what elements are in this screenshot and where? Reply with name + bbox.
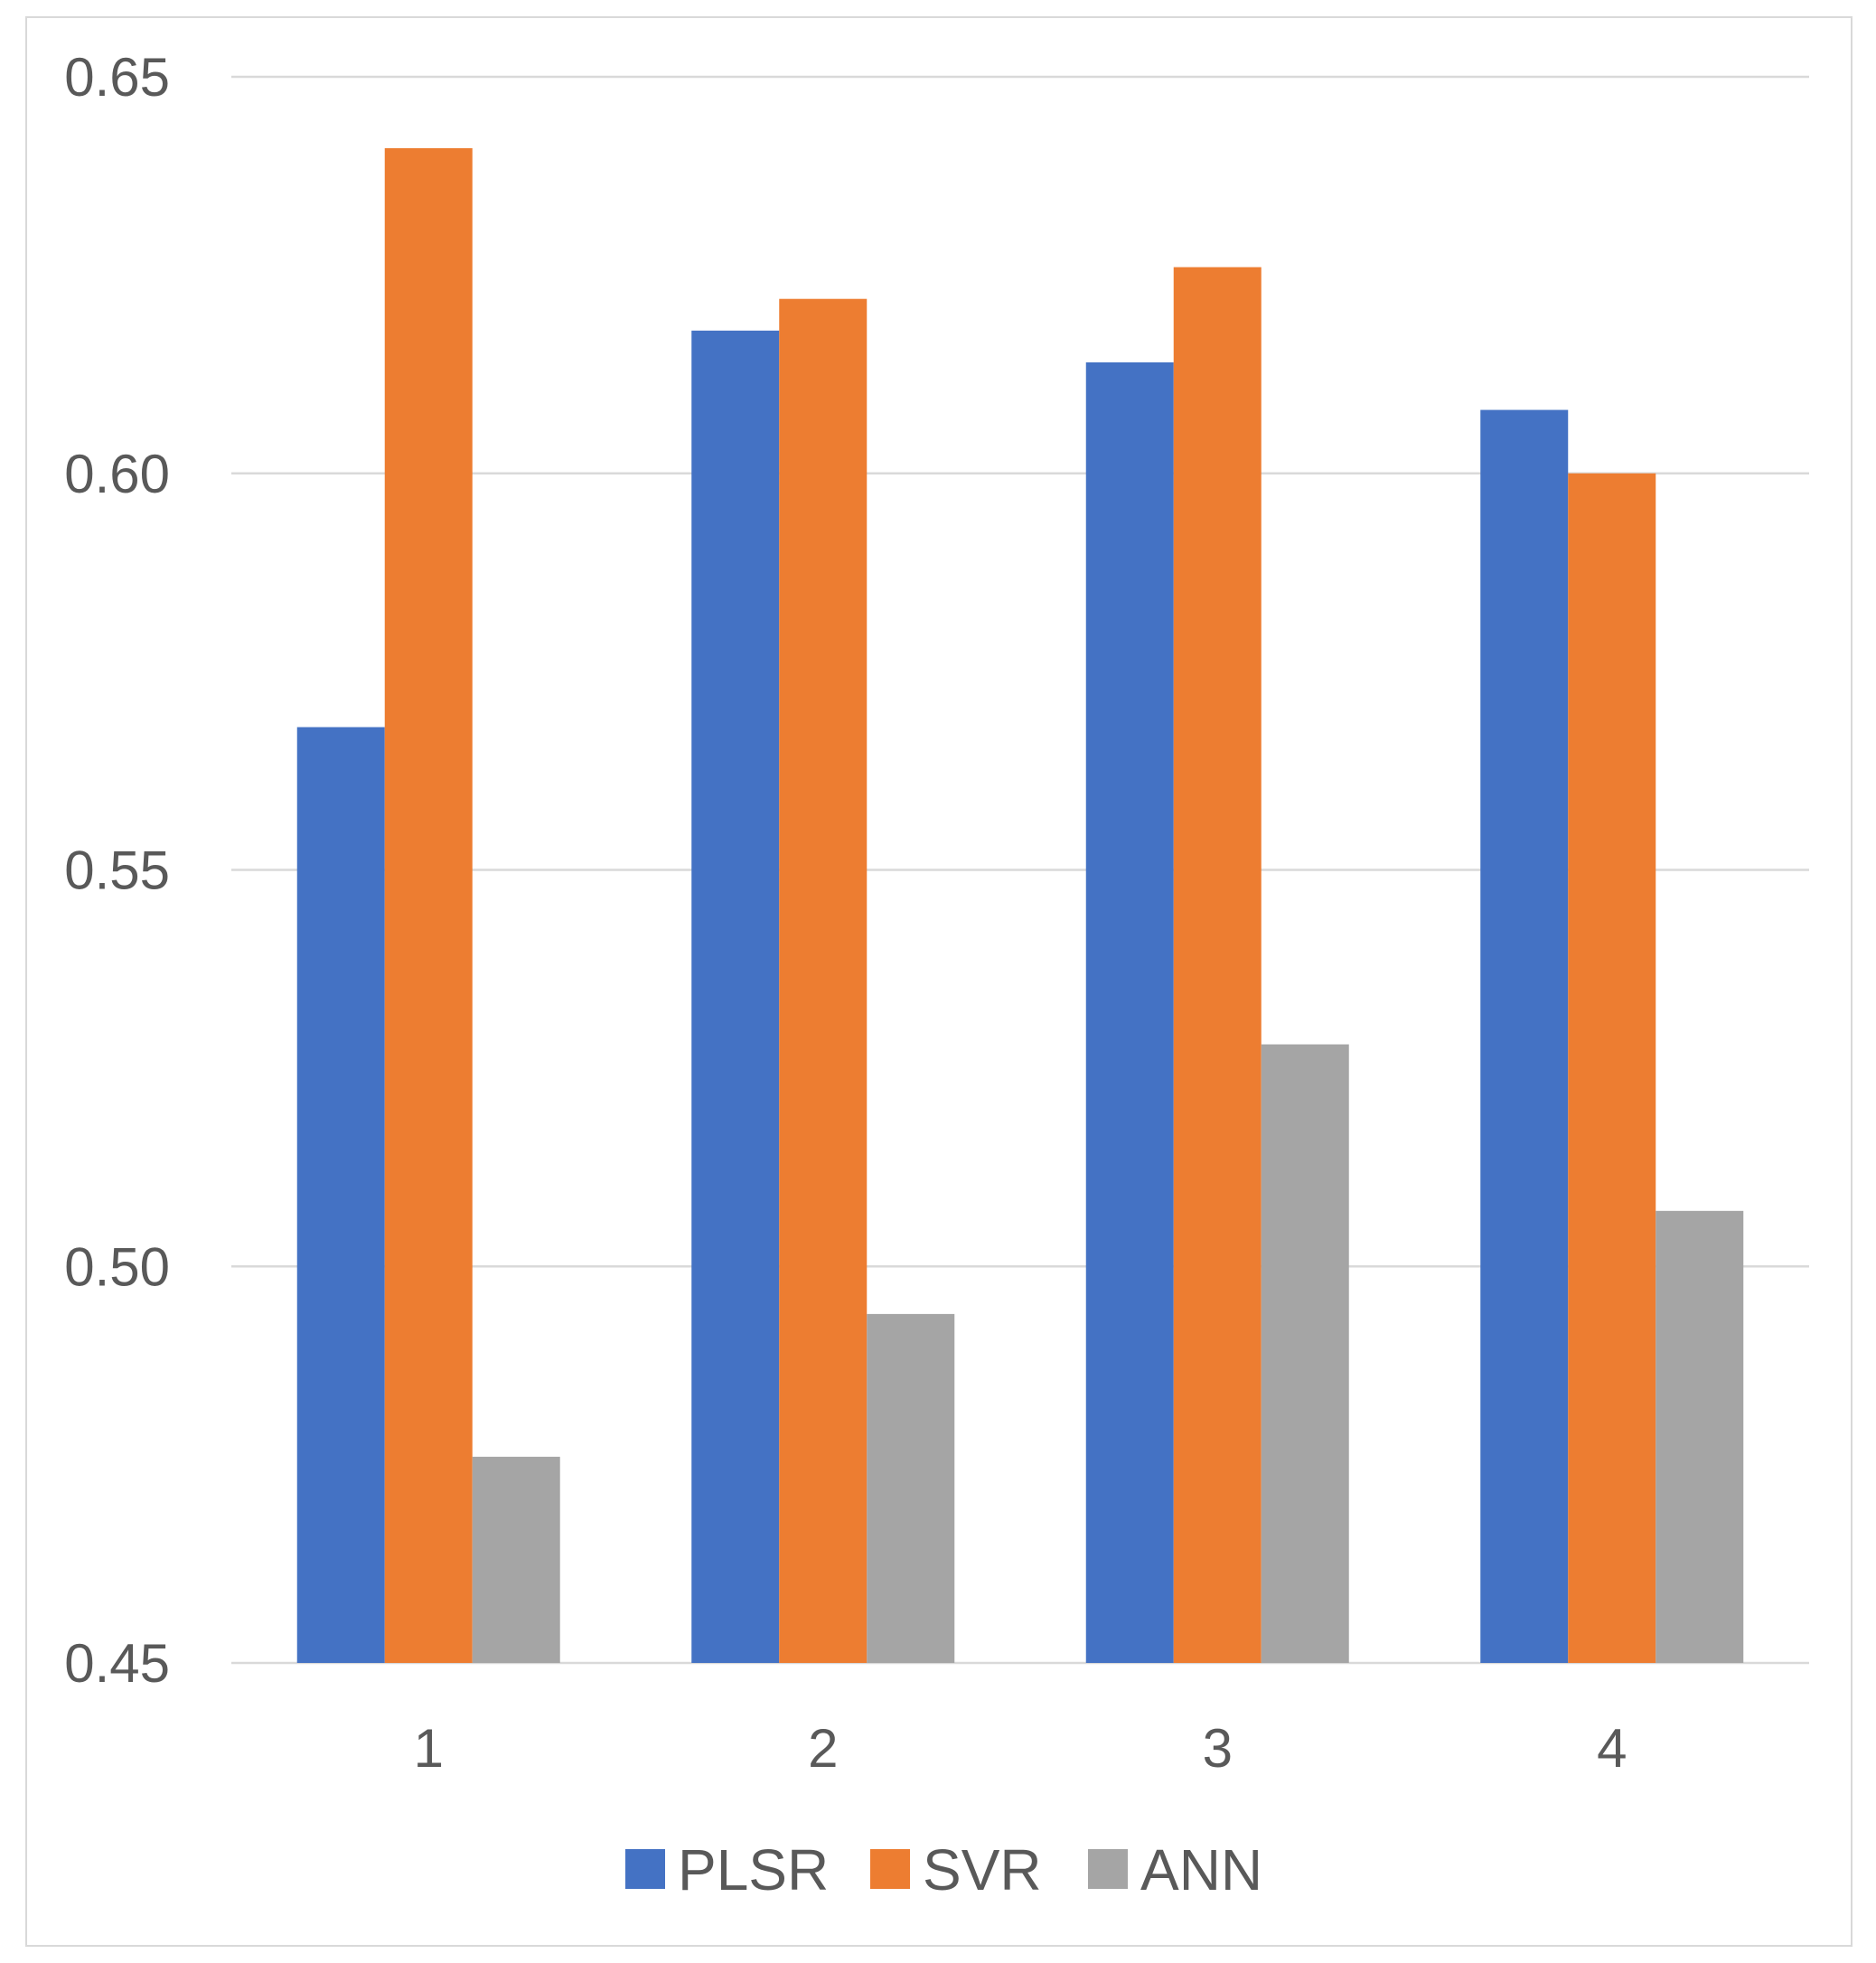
legend-swatch-plsr — [625, 1849, 665, 1889]
y-tick-label: 0.45 — [64, 1633, 170, 1694]
legend-label-svr: SVR — [923, 1837, 1042, 1902]
legend-swatch-ann — [1088, 1849, 1128, 1889]
y-tick-label: 0.50 — [64, 1236, 170, 1297]
legend-label-ann: ANN — [1140, 1837, 1262, 1902]
x-tick-label: 4 — [1597, 1718, 1627, 1779]
bar-plsr-3 — [1085, 362, 1174, 1663]
bar-svr-3 — [1173, 267, 1262, 1664]
bars — [296, 147, 1744, 1664]
bar-plsr-2 — [691, 330, 780, 1663]
x-tick-label: 1 — [414, 1718, 444, 1779]
bar-ann-4 — [1656, 1210, 1744, 1663]
y-tick-label: 0.60 — [64, 444, 170, 504]
bar-ann-2 — [867, 1313, 955, 1663]
bar-ann-1 — [472, 1456, 560, 1663]
legend: PLSR SVR ANN — [625, 1837, 1262, 1902]
x-tick-label: 3 — [1203, 1718, 1233, 1779]
legend-swatch-svr — [870, 1849, 910, 1889]
bar-svr-4 — [1568, 473, 1656, 1663]
bar-svr-1 — [384, 147, 473, 1664]
bar-plsr-4 — [1480, 409, 1569, 1663]
x-axis-ticks: 1 2 3 4 — [414, 1718, 1627, 1779]
bar-svr-2 — [779, 298, 868, 1664]
bar-ann-3 — [1261, 1044, 1349, 1663]
bar-plsr-1 — [296, 727, 385, 1663]
x-tick-label: 2 — [808, 1718, 838, 1779]
y-tick-label: 0.65 — [64, 47, 170, 108]
y-tick-label: 0.55 — [64, 841, 170, 901]
legend-label-plsr: PLSR — [678, 1837, 829, 1902]
y-axis-ticks: 0.45 0.50 0.55 0.60 0.65 — [64, 47, 170, 1694]
